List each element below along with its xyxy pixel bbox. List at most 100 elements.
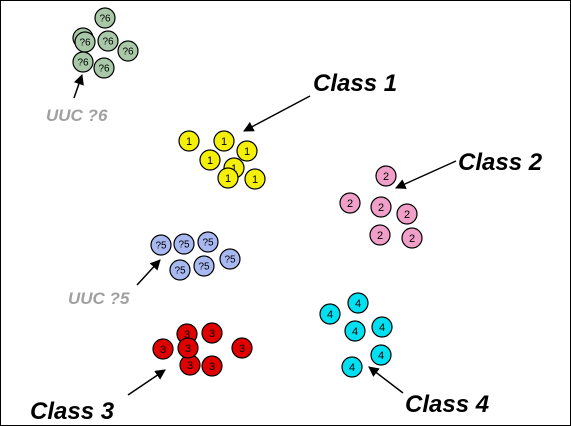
class4-point-circle	[341, 356, 363, 378]
class1-pointer-arrow	[243, 95, 311, 132]
uuc6-point-mark: ?6	[98, 64, 110, 75]
class2-point-mark: 2	[347, 198, 353, 210]
uuc5-point-mark: ?5	[174, 266, 186, 277]
uuc5-point: ?5	[197, 231, 219, 253]
uuc5-point: ?5	[150, 234, 172, 256]
uuc5-cluster: ?5 ?5 ?5 ?5 ?5 ?5 UUC ?5	[68, 231, 241, 308]
class2-point-mark: 2	[409, 233, 415, 245]
uuc5-point-circle	[197, 231, 219, 253]
class1-point-mark: 1	[186, 136, 192, 148]
class3-point-circle	[177, 337, 199, 359]
uuc5-pointer-arrow	[136, 259, 161, 286]
class4-point-mark: 4	[349, 362, 355, 374]
class3-point: 3	[201, 322, 223, 344]
class4-label: Class 4	[405, 391, 489, 418]
uuc5-point-mark: ?5	[155, 241, 167, 252]
uuc5-label: UUC ?5	[68, 289, 130, 308]
class2-point-circle	[370, 196, 392, 218]
class2-point-mark: 2	[377, 230, 383, 242]
class1-point-mark: 1	[252, 174, 258, 186]
class1-point-circle	[244, 168, 266, 190]
class1-point-circle	[213, 130, 235, 152]
class4-point-circle	[319, 303, 341, 325]
class3-cluster: 3 3 3 3 3 3 3 Class 3	[30, 322, 253, 425]
class2-point-circle	[401, 227, 423, 249]
uuc6-point: ?6	[117, 40, 139, 62]
class2-point-mark: 2	[383, 171, 389, 183]
uuc5-point-circle	[150, 234, 172, 256]
class2-point: 2	[375, 165, 397, 187]
class3-label: Class 3	[30, 398, 115, 425]
class4-point-circle	[347, 292, 369, 314]
class3-point-mark: 3	[184, 329, 190, 341]
uuc5-point-circle	[173, 233, 195, 255]
class4-point: 4	[347, 292, 369, 314]
class3-pointer-arrow	[127, 369, 166, 396]
class1-point-mark: 1	[207, 155, 213, 167]
class2-point-circle	[375, 165, 397, 187]
uuc6-point-circle	[97, 30, 119, 52]
class3-point-mark: 3	[187, 360, 193, 372]
class3-point-mark: 3	[209, 361, 215, 373]
class2-point: 2	[369, 224, 391, 246]
uuc5-point: ?5	[193, 255, 215, 277]
class4-point: 4	[344, 320, 366, 342]
class1-point: 1	[217, 167, 239, 189]
class2-point: 2	[401, 227, 423, 249]
class4-point-mark: 4	[379, 322, 385, 334]
class3-point: 3	[201, 355, 223, 377]
class4-pointer-arrow	[368, 366, 404, 394]
class2-label: Class 2	[458, 149, 543, 176]
class2-point: 2	[370, 196, 392, 218]
class4-point: 4	[371, 316, 393, 338]
class2-point-circle	[369, 224, 391, 246]
class1-point-mark: 1	[231, 163, 237, 175]
uuc6-point: ?6	[94, 7, 116, 29]
uuc5-point-mark: ?5	[224, 255, 236, 266]
uuc5-point-circle	[193, 255, 215, 277]
class1-label: Class 1	[313, 70, 397, 97]
class3-point-mark: 3	[185, 343, 191, 355]
uuc6-pointer-arrow	[73, 74, 84, 99]
uuc6-point-circle	[93, 57, 115, 79]
class2-point-circle	[396, 203, 418, 225]
uuc5-point-circle	[219, 248, 241, 270]
uuc5-point: ?5	[169, 259, 191, 281]
uuc6-point: ?6	[74, 31, 96, 53]
class4-point-mark: 4	[378, 350, 384, 362]
class3-point-circle	[231, 337, 253, 359]
class3-point-mark: 3	[209, 328, 215, 340]
class4-point: 4	[319, 303, 341, 325]
uuc6-point: ?6	[93, 57, 115, 79]
class1-point: 1	[244, 168, 266, 190]
uuc6-point-circle	[117, 40, 139, 62]
class1-point-circle	[236, 140, 258, 162]
class1-point-circle	[199, 149, 221, 171]
class4-point-circle	[371, 316, 393, 338]
class3-point-mark: 3	[160, 344, 166, 356]
class1-point: 1	[199, 149, 221, 171]
uuc6-point-mark: ?6	[99, 14, 111, 25]
class4-point: 4	[370, 344, 392, 366]
class2-point: 2	[339, 192, 361, 214]
class3-point-circle	[201, 355, 223, 377]
class3-point: 3	[231, 337, 253, 359]
class3-point: 3	[152, 338, 174, 360]
uuc6-point-circle	[94, 7, 116, 29]
class2-point-mark: 2	[378, 202, 384, 214]
uuc5-point-mark: ?5	[202, 238, 214, 249]
class3-point: 3	[177, 337, 199, 359]
class1-point: 1	[213, 130, 235, 152]
uuc6-point-mark: ?6	[77, 58, 89, 69]
class1-point-mark: 1	[225, 173, 231, 185]
class2-point-circle	[339, 192, 361, 214]
class1-point: 1	[236, 140, 258, 162]
class2-cluster: 2 2 2 2 2 2 Class 2	[339, 149, 543, 249]
class4-cluster: 4 4 4 4 4 4 Class 4	[319, 292, 489, 418]
class4-point-mark: 4	[355, 298, 361, 310]
uuc6-point-mark: ?6	[79, 38, 91, 49]
